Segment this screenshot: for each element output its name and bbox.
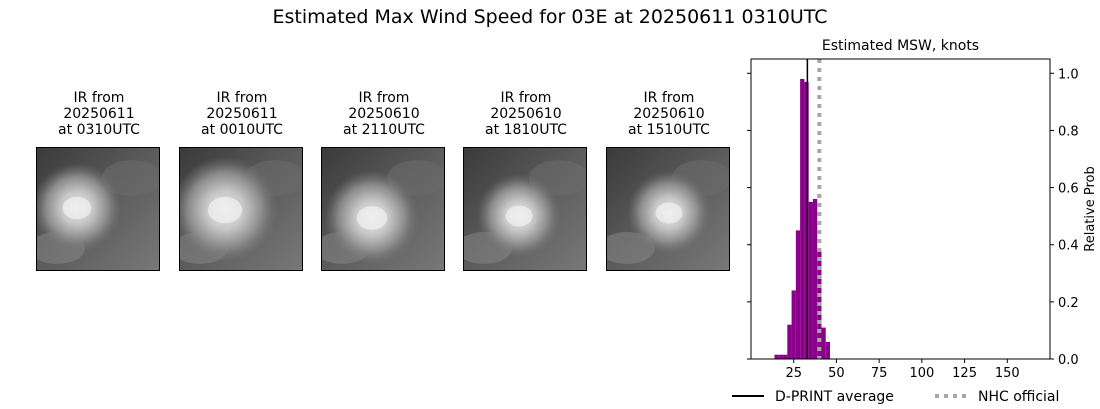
ir-satellite-image [179, 147, 303, 271]
x-tick-label: 50 [828, 366, 845, 381]
ir-panel: IR from 20250610 at 1510UTC [604, 90, 734, 271]
ir-panel: IR from 20250611 at 0310UTC [34, 90, 164, 271]
y-axis-label: Relative Prob [1083, 166, 1098, 251]
x-tick-label: 125 [952, 366, 977, 381]
ir-satellite-image [606, 147, 730, 271]
ir-caption-line2: 20250610 [633, 106, 705, 122]
ir-caption-line1: IR from [643, 90, 695, 106]
ir-caption-line2: 20250610 [348, 106, 420, 122]
ir-caption-line1: IR from [73, 90, 125, 106]
histogram-bar [800, 79, 805, 359]
ir-panel: IR from 20250610 at 2110UTC [319, 90, 449, 271]
histogram-bar [778, 354, 784, 359]
ir-satellite-image [463, 147, 587, 271]
histogram-bar [791, 290, 796, 359]
histogram-bar [825, 341, 831, 359]
ir-satellite-image [36, 147, 160, 271]
ir-caption-line2: 20250610 [490, 106, 562, 122]
ir-caption-line3: at 0010UTC [201, 122, 283, 138]
histogram-bar [795, 230, 801, 359]
ir-caption-line1: IR from [358, 90, 410, 106]
main-title: Estimated Max Wind Speed for 03E at 2025… [272, 6, 828, 28]
ir-caption-line1: IR from [500, 90, 552, 106]
y-tick-label: 0.2 [1058, 296, 1079, 311]
ir-caption-line2: 20250611 [63, 106, 135, 122]
ir-caption: IR from 20250610 at 1510UTC [604, 90, 734, 140]
ir-caption-line3: at 2110UTC [343, 122, 425, 138]
ir-satellite-image [321, 147, 445, 271]
x-tick-label: 75 [871, 366, 888, 381]
ir-caption: IR from 20250611 at 0310UTC [34, 90, 164, 140]
histogram-bar [808, 201, 813, 359]
histogram-bar [804, 81, 809, 359]
ir-caption: IR from 20250610 at 1810UTC [461, 90, 591, 140]
x-tick-label: 25 [785, 366, 802, 381]
y-tick-label: 0.0 [1058, 353, 1079, 368]
ir-panel: IR from 20250610 at 1810UTC [461, 90, 591, 271]
histogram-bar [783, 354, 788, 359]
x-tick-label: 150 [995, 366, 1020, 381]
ir-caption-line3: at 0310UTC [58, 122, 140, 138]
ir-caption-line3: at 1510UTC [628, 122, 710, 138]
ir-caption-line1: IR from [216, 90, 268, 106]
histogram-bar [821, 327, 826, 359]
y-tick-label: 0.6 [1058, 182, 1079, 197]
y-tick-label: 0.4 [1058, 239, 1079, 254]
ir-panel: IR from 20250611 at 0010UTC [177, 90, 307, 271]
legend-label-dprint: D-PRINT average [775, 389, 894, 405]
histogram-bar [787, 324, 792, 359]
ir-caption-line2: 20250611 [206, 106, 278, 122]
ir-caption-line3: at 1810UTC [485, 122, 567, 138]
y-tick-label: 1.0 [1058, 67, 1079, 82]
legend-label-nhc: NHC official [978, 389, 1059, 405]
y-tick-label: 0.8 [1058, 124, 1079, 139]
histogram-bar [774, 354, 779, 359]
histogram-bar [812, 199, 818, 359]
ir-caption: IR from 20250611 at 0010UTC [177, 90, 307, 140]
x-tick-label: 100 [909, 366, 934, 381]
plot-frame [750, 58, 1051, 360]
chart-title: Estimated MSW, knots [822, 38, 979, 54]
ir-caption: IR from 20250610 at 2110UTC [319, 90, 449, 140]
